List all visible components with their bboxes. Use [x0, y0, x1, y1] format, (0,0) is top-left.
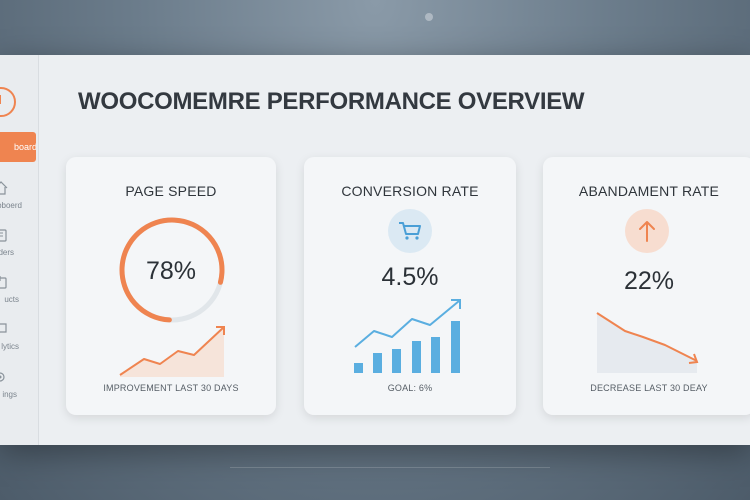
- sidebar-item-label: ings: [2, 390, 17, 399]
- page-title: WOOCOMEMRE PERFORMANCE OVERVIEW: [78, 88, 585, 115]
- conversion-bar-chart: [354, 299, 461, 373]
- conversion-rate-card: CONVERSION RATE 4.5% GOAL: 6%: [304, 157, 516, 415]
- trend-line: [354, 300, 460, 348]
- sidebar-item-label: board: [13, 142, 36, 152]
- chart-bar: [392, 349, 401, 373]
- card-footer: GOAL: 6%: [387, 383, 433, 393]
- chart-bar: [373, 353, 382, 373]
- sidebar-item-dashboard[interactable]: board: [0, 132, 36, 162]
- cart-badge: [388, 209, 432, 253]
- chart-bar: [451, 321, 460, 373]
- card-title: ABANDAMENT RATE: [578, 183, 720, 199]
- chart-bar: [431, 337, 440, 373]
- dashboard-window: board oboerd ders ucts: [0, 55, 750, 445]
- conversion-value: 4.5%: [381, 263, 439, 291]
- cart-icon: [399, 222, 421, 240]
- sidebar-item-products[interactable]: ucts: [0, 273, 38, 307]
- abandonment-rate-card: ABANDAMENT RATE 22% DECREASE LAST 30 DEA…: [543, 157, 750, 415]
- logo-icon: [0, 87, 16, 117]
- analytics-icon: [0, 323, 7, 333]
- sidebar-item-label: ucts: [4, 295, 19, 304]
- page-speed-gauge: [119, 217, 225, 323]
- arrow-badge: [625, 209, 669, 253]
- abandonment-value: 22%: [623, 267, 675, 295]
- sidebar-item-label: lytics: [1, 342, 19, 351]
- chart-bar: [412, 341, 421, 373]
- arrow-up-icon: [639, 221, 655, 242]
- page-speed-value: 78%: [145, 257, 197, 285]
- page-speed-trend-chart: [119, 326, 225, 377]
- gauge-progress-arc: [119, 217, 225, 323]
- card-title: PAGE SPEED: [125, 183, 217, 199]
- background-dot: [425, 13, 433, 21]
- card-title: CONVERSION RATE: [341, 183, 479, 199]
- abandonment-trend-chart: [596, 312, 699, 373]
- home-icon: [0, 181, 8, 195]
- background-line: [230, 467, 550, 468]
- products-icon: [0, 276, 7, 289]
- sidebar-item-analytics[interactable]: lytics: [0, 320, 38, 354]
- chart-bar: [354, 363, 363, 373]
- settings-icon: [0, 372, 5, 382]
- sidebar-item-orders[interactable]: ders: [0, 226, 38, 260]
- sidebar-item-settings[interactable]: ings: [0, 368, 38, 402]
- sidebar: board oboerd ders ucts: [0, 55, 39, 445]
- sidebar-item-label: ders: [0, 248, 14, 257]
- card-footer: DECREASE LAST 30 DEAY: [590, 383, 708, 393]
- orders-icon: [0, 229, 7, 242]
- card-footer: IMPROVEMENT LAST 30 DAYS: [103, 383, 239, 393]
- sidebar-item-home[interactable]: oboerd: [0, 179, 38, 213]
- sidebar-item-label: oboerd: [0, 201, 22, 210]
- page-speed-card: PAGE SPEED 78% IMPROVEMENT LAST 30 DAYS: [66, 157, 276, 415]
